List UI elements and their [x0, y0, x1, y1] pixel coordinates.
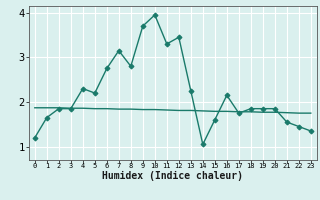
- X-axis label: Humidex (Indice chaleur): Humidex (Indice chaleur): [102, 171, 243, 181]
